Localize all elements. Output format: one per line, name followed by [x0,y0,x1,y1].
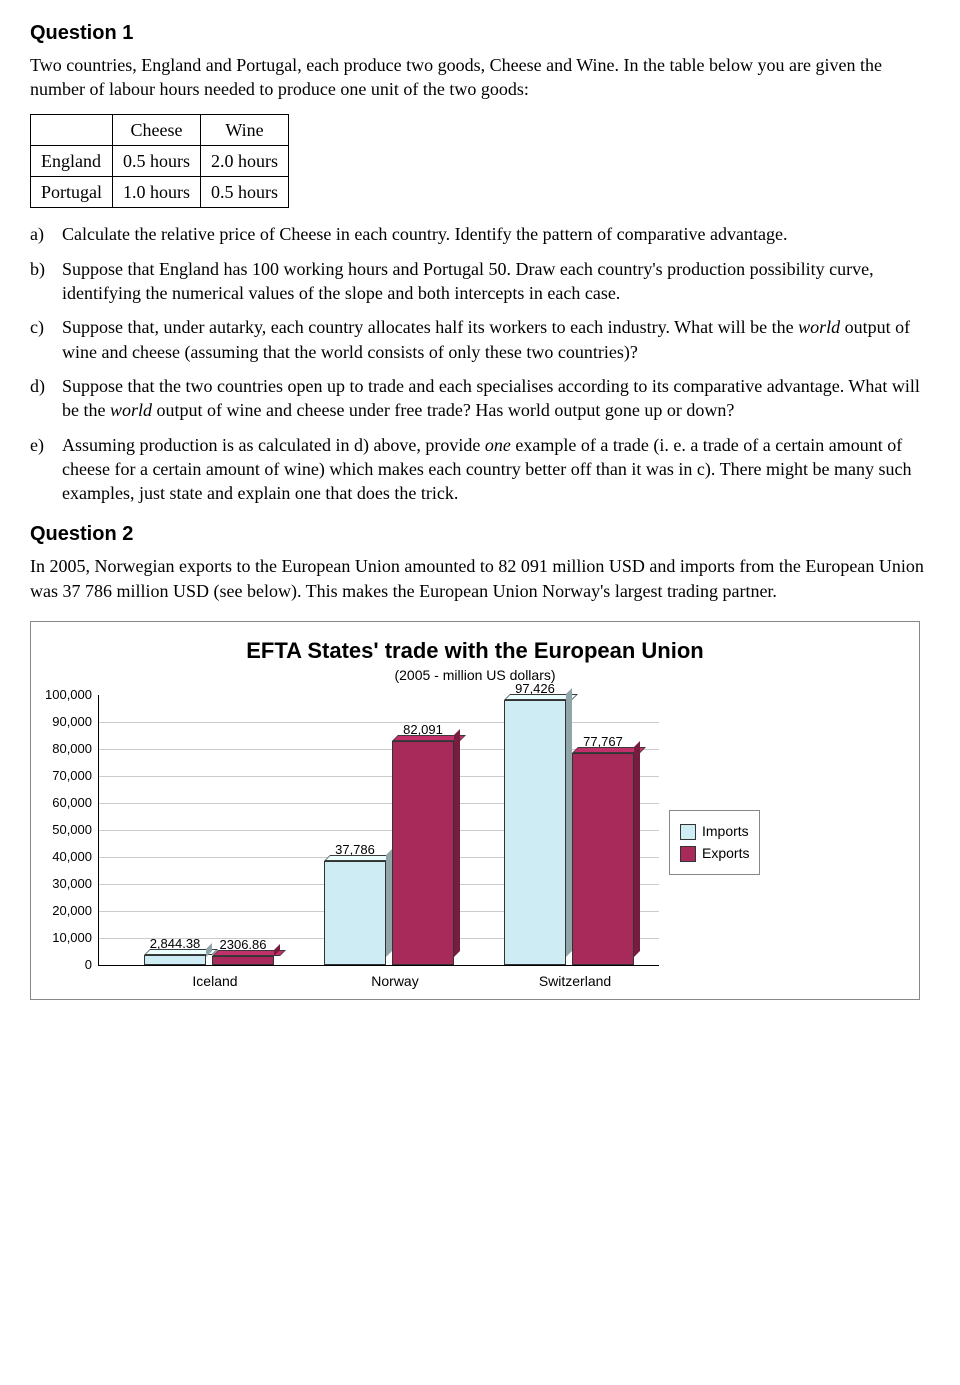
bar-body [212,956,274,964]
part-text: Suppose that, under autarky, each countr… [62,315,930,364]
question-1-intro: Two countries, England and Portugal, eac… [30,53,930,102]
chart-legend: Imports Exports [669,810,760,875]
part-marker: c) [30,315,52,364]
text-fragment: Suppose that, under autarky, each countr… [62,317,798,337]
text-fragment: output of wine and cheese under free tra… [152,400,734,420]
table-row: Portugal 1.0 hours 0.5 hours [31,177,289,208]
question-2-intro: In 2005, Norwegian exports to the Europe… [30,554,930,603]
row-wine: 2.0 hours [201,145,289,176]
part-text: Assuming production is as calculated in … [62,433,930,506]
legend-item-exports: Exports [680,844,749,863]
x-tick-label: Iceland [145,972,285,991]
part-b: b) Suppose that England has 100 working … [30,257,930,306]
text-fragment: Assuming production is as calculated in … [62,435,485,455]
chart-subtitle: (2005 - million US dollars) [45,666,905,685]
row-cheese: 0.5 hours [113,145,201,176]
bar-body [504,700,566,965]
legend-label: Exports [702,844,749,863]
efta-trade-chart: EFTA States' trade with the European Uni… [30,621,920,999]
part-a: a) Calculate the relative price of Chees… [30,222,930,246]
part-text: Calculate the relative price of Cheese i… [62,222,788,246]
legend-swatch-icon [680,824,696,840]
bar-exports: 2306.86 [212,956,274,964]
row-country: England [31,145,113,176]
bar-exports: 77,767 [572,753,634,965]
bar-group-switzerland: 97,42677,767 [499,700,639,965]
part-marker: e) [30,433,52,506]
table-header-wine: Wine [201,114,289,145]
italic-one: one [485,435,511,455]
bar-body [392,741,454,965]
italic-world: world [110,400,152,420]
row-country: Portugal [31,177,113,208]
bar-body [144,955,206,965]
bar-imports: 2,844.38 [144,955,206,965]
part-d: d) Suppose that the two countries open u… [30,374,930,423]
bar-group-iceland: 2,844.38 2306.86 [139,955,279,965]
x-tick-label: Norway [325,972,465,991]
part-c: c) Suppose that, under autarky, each cou… [30,315,930,364]
question-1-heading: Question 1 [30,20,930,47]
part-text: Suppose that England has 100 working hou… [62,257,930,306]
part-marker: a) [30,222,52,246]
y-axis: 100,00090,00080,00070,00060,00050,00040,… [45,695,98,965]
part-marker: b) [30,257,52,306]
part-marker: d) [30,374,52,423]
question-1-parts: a) Calculate the relative price of Chees… [30,222,930,505]
part-text: Suppose that the two countries open up t… [62,374,930,423]
x-tick-label: Switzerland [505,972,645,991]
bar-group-norway: 37,78682,091 [319,741,459,965]
table-row: England 0.5 hours 2.0 hours [31,145,289,176]
bar-exports: 82,091 [392,741,454,965]
table-header-blank [31,114,113,145]
bar-body [324,861,386,965]
x-axis-labels: Iceland Norway Switzerland [45,966,659,991]
plot-area: 2,844.38 2306.86 37,78682,091 97,42677,767 [98,695,659,966]
legend-swatch-icon [680,846,696,862]
bar-imports: 37,786 [324,861,386,965]
table-header-cheese: Cheese [113,114,201,145]
bar-imports: 97,426 [504,700,566,965]
italic-world: world [798,317,840,337]
legend-label: Imports [702,822,749,841]
labour-hours-table: Cheese Wine England 0.5 hours 2.0 hours … [30,114,289,209]
row-cheese: 1.0 hours [113,177,201,208]
chart-title: EFTA States' trade with the European Uni… [45,636,905,666]
question-2-heading: Question 2 [30,521,930,548]
bar-body [572,753,634,965]
legend-item-imports: Imports [680,822,749,841]
part-e: e) Assuming production is as calculated … [30,433,930,506]
row-wine: 0.5 hours [201,177,289,208]
